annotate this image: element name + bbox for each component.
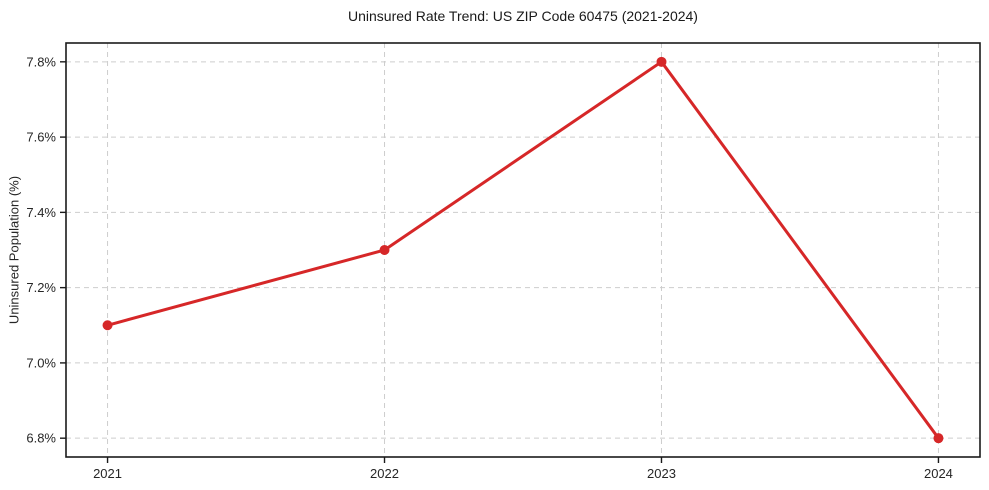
data-point-marker: [102, 320, 113, 331]
y-tick-label: 7.2%: [26, 280, 56, 295]
x-tick-label: 2024: [924, 466, 953, 481]
x-tick-label: 2023: [647, 466, 676, 481]
data-point-marker: [656, 56, 667, 67]
chart-title: Uninsured Rate Trend: US ZIP Code 60475 …: [348, 8, 698, 24]
y-tick-label: 7.8%: [26, 54, 56, 69]
y-tick-label: 7.0%: [26, 355, 56, 370]
trend-line: [106, 60, 940, 440]
data-point-marker: [379, 245, 390, 255]
x-tick-label: 2022: [370, 466, 399, 481]
y-axis-label: Uninsured Population (%): [6, 175, 22, 325]
plot-border: [65, 42, 981, 458]
data-point-marker: [933, 433, 944, 444]
x-tick-label: 2021: [93, 466, 122, 481]
y-tick-label: 7.6%: [26, 130, 56, 145]
y-tick-label: 7.4%: [26, 205, 56, 220]
y-tick-label: 6.8%: [26, 431, 56, 446]
